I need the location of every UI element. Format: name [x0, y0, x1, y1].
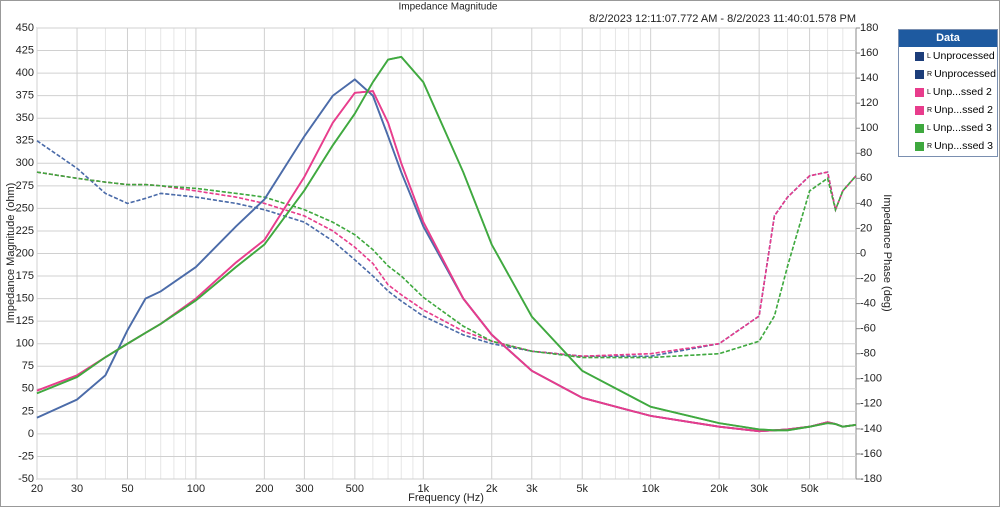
y2-tick-label: 0	[860, 247, 866, 259]
legend-entry[interactable]: L Unp...ssed 3	[899, 119, 997, 137]
y2-tick-label: -20	[860, 272, 876, 284]
legend-swatch	[915, 69, 924, 79]
y2-tick-label: 80	[860, 147, 872, 159]
y2-tick-label: -100	[860, 373, 882, 385]
y-tick-label: 0	[28, 428, 34, 440]
y-tick-label: 275	[16, 180, 34, 192]
phase-line	[36, 171, 857, 359]
legend-channel: L	[927, 52, 931, 60]
x-tick-label: 2k	[486, 483, 498, 495]
y2-axis-label: Impedance Phase (deg)	[881, 194, 893, 311]
y-tick-label: 100	[16, 338, 34, 350]
y-tick-label: 450	[16, 22, 34, 34]
x-tick-label: 200	[255, 483, 273, 495]
y-tick-label: -25	[18, 450, 34, 462]
y-tick-label: 300	[16, 157, 34, 169]
legend-channel: L	[927, 124, 931, 132]
legend-label: Unprocessed	[932, 50, 995, 62]
x-tick-label: 1k	[417, 483, 429, 495]
y2-tick-label: 160	[860, 47, 878, 59]
x-tick-label: 10k	[642, 483, 660, 495]
legend-entry[interactable]: L Unp...ssed 2	[899, 83, 997, 101]
y2-tick-label: -120	[860, 398, 882, 410]
y2-tick-label: -180	[860, 473, 882, 485]
y2-tick-label: -160	[860, 448, 882, 460]
y-tick-label: 75	[22, 360, 34, 372]
y-tick-label: 125	[16, 315, 34, 327]
chart-title: Impedance Magnitude	[399, 2, 498, 13]
y2-tick-label: 40	[860, 197, 872, 209]
legend: Data L Unprocessed R Unprocessed L Unp...ssed…	[898, 29, 998, 157]
magnitude-line	[36, 55, 857, 432]
y2-tick-label: -60	[860, 323, 876, 335]
legend-channel: L	[927, 88, 931, 96]
x-tick-label: 20k	[710, 483, 728, 495]
y-tick-label: 225	[16, 225, 34, 237]
x-tick-label: 500	[346, 483, 364, 495]
y-tick-label: 150	[16, 293, 34, 305]
legend-entry[interactable]: R Unp...ssed 2	[899, 101, 997, 119]
legend-title: Data	[899, 30, 997, 47]
y-tick-label: 250	[16, 202, 34, 214]
x-tick-label: 50	[121, 483, 133, 495]
y2-tick-label: 60	[860, 172, 872, 184]
y2-tick-label: 140	[860, 72, 878, 84]
legend-label: Unp...ssed 3	[934, 140, 994, 152]
y-tick-label: 400	[16, 67, 34, 79]
y-tick-label: 200	[16, 247, 34, 259]
y-tick-label: 325	[16, 135, 34, 147]
x-tick-label: 3k	[526, 483, 538, 495]
legend-swatch	[915, 123, 924, 133]
x-tick-label: 50k	[801, 483, 819, 495]
y-tick-label: -50	[18, 473, 34, 485]
y2-tick-label: 20	[860, 222, 872, 234]
legend-label: Unp...ssed 2	[932, 86, 992, 98]
y-tick-label: 50	[22, 383, 34, 395]
timestamp: 8/2/2023 12:11:07.772 AM - 8/2/2023 11:4…	[589, 13, 856, 25]
legend-channel: R	[927, 70, 933, 78]
legend-entry[interactable]: R Unp...ssed 3	[899, 137, 997, 155]
y2-tick-label: -140	[860, 423, 882, 435]
legend-swatch	[915, 105, 924, 115]
x-tick-label: 20	[31, 483, 43, 495]
y2-tick-label: -80	[860, 348, 876, 360]
x-tick-label: 300	[295, 483, 313, 495]
x-axis-label: Frequency (Hz)	[408, 492, 484, 504]
y-tick-label: 375	[16, 90, 34, 102]
y2-tick-label: 120	[860, 97, 878, 109]
x-tick-label: 100	[187, 483, 205, 495]
y-tick-label: 175	[16, 270, 34, 282]
legend-swatch	[915, 141, 924, 151]
x-tick-label: 30k	[750, 483, 768, 495]
y-tick-label: 25	[22, 405, 34, 417]
y-tick-label: 350	[16, 112, 34, 124]
legend-channel: R	[927, 106, 933, 114]
legend-swatch	[915, 51, 924, 61]
legend-label: Unprocessed	[934, 68, 996, 80]
legend-entry[interactable]: R Unprocessed	[899, 65, 997, 83]
legend-swatch	[915, 87, 924, 97]
y2-tick-label: -40	[860, 298, 876, 310]
y2-tick-label: 180	[860, 22, 878, 34]
legend-channel: R	[927, 142, 933, 150]
y-tick-label: 425	[16, 44, 34, 56]
x-tick-label: 30	[71, 483, 83, 495]
legend-label: Unp...ssed 3	[932, 122, 992, 134]
x-tick-label: 5k	[576, 483, 588, 495]
y-axis-label: Impedance Magnitude (ohm)	[5, 183, 17, 324]
y2-tick-label: 100	[860, 122, 878, 134]
legend-label: Unp...ssed 2	[934, 104, 994, 116]
legend-entry[interactable]: L Unprocessed	[899, 47, 997, 65]
